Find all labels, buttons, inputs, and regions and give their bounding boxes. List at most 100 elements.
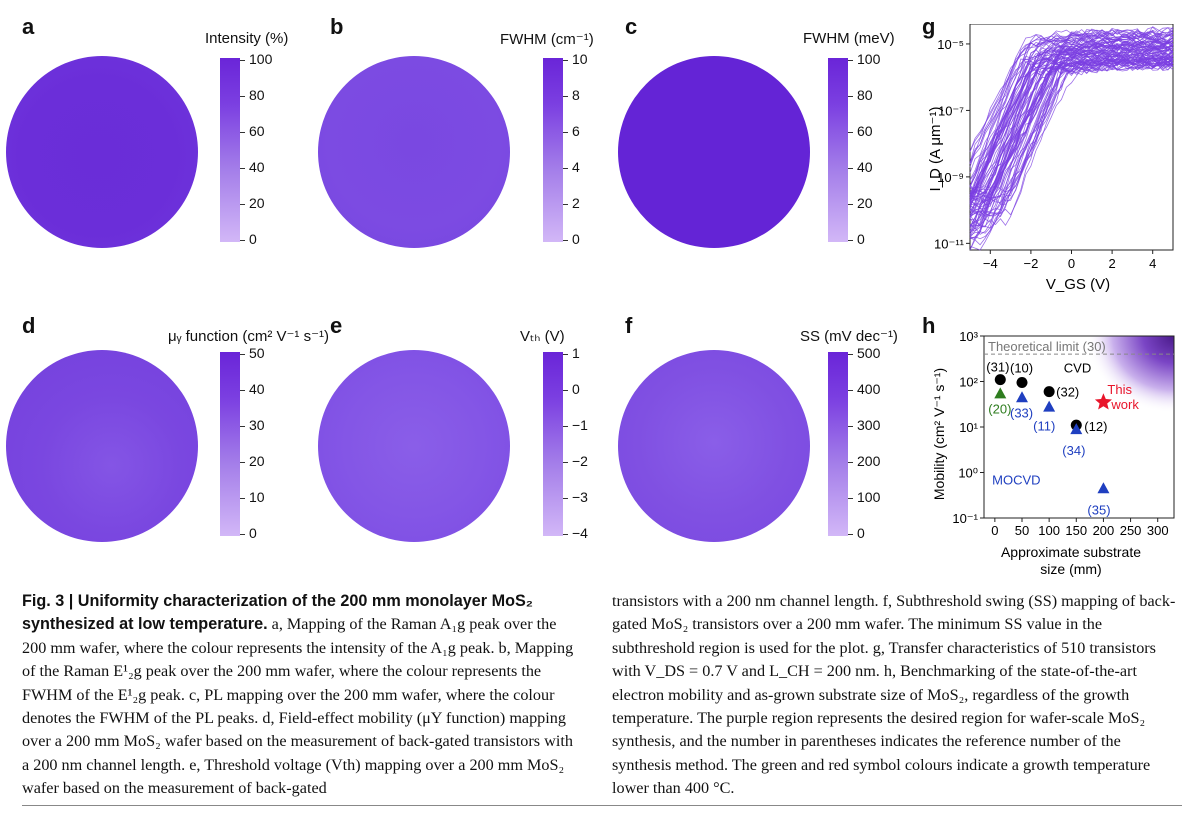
- wafer-map-d: [6, 350, 198, 542]
- colorbar-tick-label: 100: [249, 51, 273, 67]
- transfer-curve: [969, 35, 1174, 210]
- colorbar-tick: [240, 426, 245, 427]
- colorbar-tick: [563, 168, 568, 169]
- colorbar-tick: [240, 96, 245, 97]
- caption-column-2: transistors with a 200 nm channel length…: [612, 590, 1182, 801]
- transfer-curve: [969, 62, 1174, 216]
- colorbar-tick-label: 100: [857, 489, 881, 505]
- colorbar-tick: [563, 240, 568, 241]
- caption-e: e, Threshold voltage (Vth) mapping over …: [22, 755, 565, 798]
- caption-f-to-h: transistors with a 200 nm channel length…: [612, 592, 1176, 798]
- colorbar-c: [828, 58, 848, 242]
- colorbar-tick-label: −4: [572, 525, 588, 541]
- transfer-curve: [969, 58, 1174, 210]
- g-xtick-label: −4: [983, 256, 998, 271]
- data-point-label: (20): [988, 401, 1011, 416]
- wafer-map-a: [6, 56, 198, 248]
- data-point-label: (12): [1084, 419, 1107, 434]
- colorbar-tick: [848, 132, 853, 133]
- g-xtick-label: −2: [1023, 256, 1038, 271]
- colorbar-tick-label: 40: [249, 159, 265, 175]
- colorbar-tick-label: 80: [857, 87, 873, 103]
- h-ylabel: Mobility (cm² V⁻¹ s⁻¹): [931, 368, 947, 500]
- colorbar-tick-label: 500: [857, 345, 881, 361]
- colorbar-e: [543, 352, 563, 536]
- colorbar-tick-label: 50: [249, 345, 265, 361]
- colorbar-tick: [848, 96, 853, 97]
- colorbar-tick-label: 40: [249, 381, 265, 397]
- data-point-label: (10): [1010, 361, 1033, 376]
- h-xtick-label: 100: [1038, 523, 1060, 538]
- colorbar-title-d: μᵧ function (cm² V⁻¹ s⁻¹): [168, 328, 329, 345]
- h-xlabel-line2: size (mm): [1040, 561, 1101, 577]
- colorbar-tick: [848, 498, 853, 499]
- colorbar-a: [220, 58, 240, 242]
- colorbar-tick: [240, 60, 245, 61]
- h-xtick-label: 200: [1093, 523, 1115, 538]
- h-ytick-label: 10⁻¹: [952, 511, 978, 526]
- theoretical-limit-label: Theoretical limit (30): [988, 339, 1106, 354]
- colorbar-tick-label: 0: [572, 381, 580, 397]
- colorbar-tick: [240, 132, 245, 133]
- data-point-star: [1094, 393, 1112, 410]
- colorbar-d: [220, 352, 240, 536]
- colorbar-tick-label: 30: [249, 417, 265, 433]
- colorbar-tick: [563, 498, 568, 499]
- mocvd-group-label: MOCVD: [992, 473, 1040, 488]
- colorbar-tick: [240, 390, 245, 391]
- colorbar-tick-label: −1: [572, 417, 588, 433]
- colorbar-tick-label: 80: [249, 87, 265, 103]
- colorbar-tick-label: 0: [249, 525, 257, 541]
- g-ytick-label: 10⁻⁹: [937, 170, 964, 185]
- colorbar-tick: [563, 60, 568, 61]
- data-point-label: (34): [1062, 443, 1085, 458]
- colorbar-tick: [240, 354, 245, 355]
- g-ylabel: I_D (A μm⁻¹): [927, 107, 944, 192]
- panel-label-c: c: [625, 14, 638, 39]
- data-point-triangle: [1016, 391, 1028, 403]
- g-ytick-label: 10⁻⁵: [937, 37, 964, 52]
- desired-region: [1070, 336, 1174, 427]
- g-xtick-label: 4: [1149, 256, 1156, 271]
- h-xtick-label: 300: [1147, 523, 1169, 538]
- colorbar-tick: [848, 534, 853, 535]
- colorbar-title-f: SS (mV dec⁻¹): [800, 328, 898, 345]
- h-xtick-label: 250: [1120, 523, 1142, 538]
- caption-b: b, Mapping of the Raman E¹₂g peak over t…: [22, 638, 574, 704]
- colorbar-tick: [848, 426, 853, 427]
- h-ytick-label: 10⁰: [958, 466, 978, 481]
- caption-column-1: Fig. 3 | Uniformity characterization of …: [22, 590, 582, 801]
- transfer-curve: [969, 27, 1174, 193]
- colorbar-tick: [848, 462, 853, 463]
- transfer-curve: [969, 26, 1174, 214]
- data-point-label: This: [1107, 382, 1132, 397]
- data-point-triangle: [1043, 400, 1056, 412]
- transfer-curves-plot: −4 −2 0 2 4 10⁻¹¹ 10⁻⁹ 10⁻⁷ 10⁻⁵ I_D (A μm⁻¹) V_…: [927, 24, 1174, 293]
- caption-d: d, Field-effect mobility (μY function) m…: [22, 709, 573, 774]
- colorbar-tick: [563, 204, 568, 205]
- h-xlabel-line1: Approximate substrate: [1001, 544, 1141, 560]
- data-point-label: work: [1110, 397, 1139, 412]
- caption-c: c, PL mapping over the 200 mm wafer, whe…: [22, 685, 555, 728]
- transfer-curve: [969, 61, 1174, 227]
- data-point-circle: [1043, 386, 1055, 398]
- data-point-label: (33): [1010, 405, 1033, 420]
- colorbar-tick-label: 20: [249, 453, 265, 469]
- colorbar-tick: [240, 168, 245, 169]
- colorbar-tick-label: 60: [249, 123, 265, 139]
- colorbar-tick: [563, 390, 568, 391]
- colorbar-tick: [848, 168, 853, 169]
- colorbar-tick: [563, 534, 568, 535]
- transfer-curve: [969, 35, 1174, 251]
- colorbar-f: [828, 352, 848, 536]
- transfer-curve: [969, 47, 1174, 229]
- colorbar-tick: [240, 498, 245, 499]
- panel-label-d: d: [22, 313, 36, 338]
- data-point-label: (31): [986, 360, 1009, 375]
- colorbar-tick-label: 8: [572, 87, 580, 103]
- colorbar-tick-label: 20: [249, 195, 265, 211]
- colorbar-tick-label: 300: [857, 417, 881, 433]
- transfer-curve: [969, 46, 1174, 198]
- g-ytick-label: 10⁻⁷: [938, 103, 964, 118]
- colorbar-tick-label: 4: [572, 159, 580, 175]
